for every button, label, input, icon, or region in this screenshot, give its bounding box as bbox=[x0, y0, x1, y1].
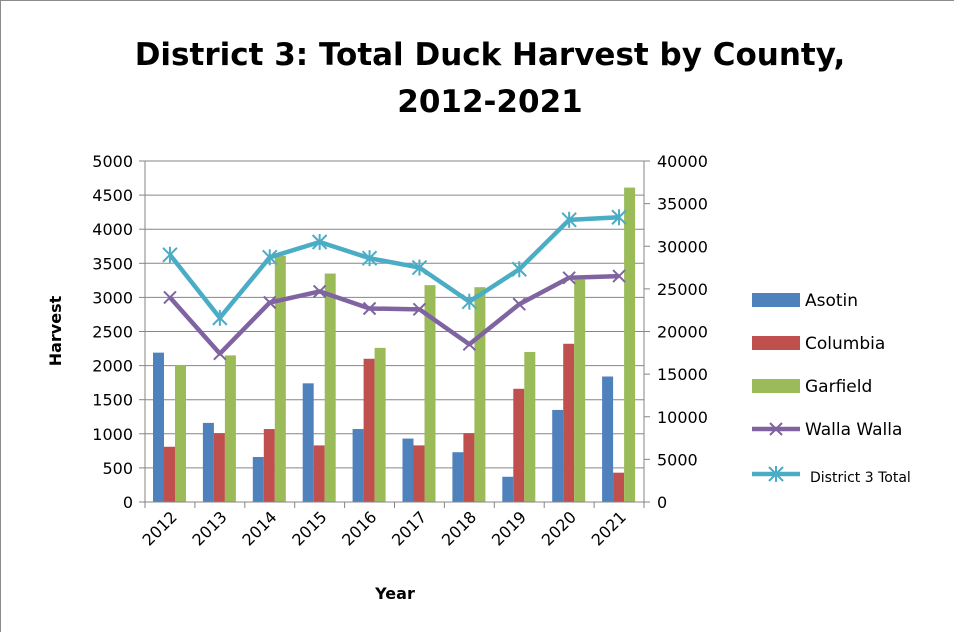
point-walla-walla bbox=[163, 290, 177, 305]
x-tick-label: 2013 bbox=[188, 507, 230, 549]
bar-garfield bbox=[175, 364, 186, 502]
y2-tick-label: 20000 bbox=[657, 323, 708, 342]
x-tick-label: 2014 bbox=[238, 507, 280, 549]
legend-label-columbia: Columbia bbox=[805, 334, 885, 354]
bar-asotin bbox=[502, 476, 514, 502]
point-walla-walla bbox=[312, 284, 327, 299]
y2-tick-label: 30000 bbox=[657, 237, 708, 256]
x-axis-title: Year bbox=[374, 584, 415, 603]
y2-tick-label: 40000 bbox=[657, 152, 708, 171]
bar-garfield bbox=[424, 285, 436, 502]
y-tick-label: 3000 bbox=[92, 288, 133, 307]
point-walla-walla bbox=[612, 269, 626, 283]
x-tick-label: 2021 bbox=[588, 507, 630, 549]
bar-asotin bbox=[602, 376, 614, 502]
bar-columbia bbox=[563, 343, 575, 502]
chart-title: District 3: Total Duck Harvest by County… bbox=[60, 32, 920, 126]
y-tick-label: 4500 bbox=[92, 186, 133, 205]
bar-asotin bbox=[552, 409, 564, 502]
y-tick-label: 3500 bbox=[92, 254, 133, 273]
bar-garfield bbox=[574, 279, 586, 502]
legend-label-walla-walla: Walla Walla bbox=[805, 420, 902, 440]
point-walla-walla bbox=[362, 301, 377, 316]
bar-asotin bbox=[252, 456, 264, 502]
bar-garfield bbox=[324, 273, 336, 502]
point-walla-walla bbox=[562, 271, 576, 285]
bar-columbia bbox=[213, 433, 225, 502]
y-tick-label: 500 bbox=[102, 459, 133, 478]
y2-tick-label: 10000 bbox=[657, 408, 708, 427]
line-district-3-total bbox=[168, 215, 620, 321]
y-tick-label: 4000 bbox=[92, 220, 133, 239]
y2-tick-label: 35000 bbox=[657, 195, 708, 214]
point-walla-walla bbox=[512, 297, 526, 311]
bar-asotin bbox=[402, 438, 414, 502]
bar-garfield bbox=[374, 347, 386, 502]
bar-garfield bbox=[274, 255, 286, 502]
x-tick-label: 2018 bbox=[438, 507, 480, 549]
bar-garfield bbox=[474, 287, 486, 502]
y-tick-label: 1500 bbox=[92, 391, 133, 410]
bar-columbia bbox=[413, 445, 425, 502]
y2-tick-label: 25000 bbox=[657, 280, 708, 299]
line-walla-walla bbox=[168, 273, 620, 356]
bar-columbia bbox=[513, 388, 525, 502]
bar-garfield bbox=[624, 187, 636, 502]
bar-asotin bbox=[302, 383, 314, 502]
legend-swatch-asotin bbox=[752, 293, 800, 307]
x-tick-label: 2015 bbox=[288, 507, 330, 549]
point-walla-walla bbox=[412, 302, 427, 317]
y-tick-label: 5000 bbox=[92, 152, 133, 171]
point-walla-walla bbox=[263, 295, 277, 310]
bar-columbia bbox=[164, 446, 175, 502]
y-axis-title: Harvest bbox=[46, 295, 65, 366]
legend-swatch-columbia bbox=[752, 336, 800, 350]
y-tick-label: 1000 bbox=[92, 425, 133, 444]
point-walla-walla bbox=[462, 337, 477, 351]
legend-swatch-garfield bbox=[752, 379, 800, 393]
point-walla-walla bbox=[213, 346, 227, 361]
bar-asotin bbox=[153, 352, 164, 502]
legend-label-district-3-total: District 3 Total bbox=[810, 470, 911, 486]
bar-garfield bbox=[224, 355, 236, 502]
bar-columbia bbox=[613, 472, 625, 502]
y-tick-label: 2000 bbox=[92, 357, 133, 376]
chart-title-line-2: 2012-2021 bbox=[397, 84, 583, 120]
bar-columbia bbox=[313, 445, 325, 502]
bar-asotin bbox=[352, 429, 364, 502]
legend-marker-walla-walla bbox=[769, 422, 783, 436]
y2-tick-label: 0 bbox=[657, 493, 667, 512]
bar-asotin bbox=[452, 452, 464, 502]
x-tick-label: 2020 bbox=[538, 507, 580, 549]
y-tick-label: 2500 bbox=[92, 323, 133, 342]
bar-asotin bbox=[202, 422, 214, 502]
x-tick-label: 2012 bbox=[139, 507, 181, 549]
y2-tick-label: 5000 bbox=[657, 450, 698, 469]
x-tick-label: 2017 bbox=[388, 507, 430, 549]
chart-title-line-1: District 3: Total Duck Harvest by County… bbox=[134, 37, 846, 73]
x-tick-label: 2019 bbox=[488, 507, 530, 549]
y2-tick-label: 15000 bbox=[657, 365, 708, 384]
bar-garfield bbox=[524, 351, 536, 502]
bar-columbia bbox=[363, 358, 375, 502]
x-tick-label: 2016 bbox=[338, 507, 380, 549]
legend-label-garfield: Garfield bbox=[805, 377, 872, 397]
y-tick-label: 0 bbox=[123, 493, 133, 512]
bar-columbia bbox=[263, 429, 275, 502]
bar-columbia bbox=[463, 433, 475, 502]
legend-label-asotin: Asotin bbox=[805, 291, 858, 311]
